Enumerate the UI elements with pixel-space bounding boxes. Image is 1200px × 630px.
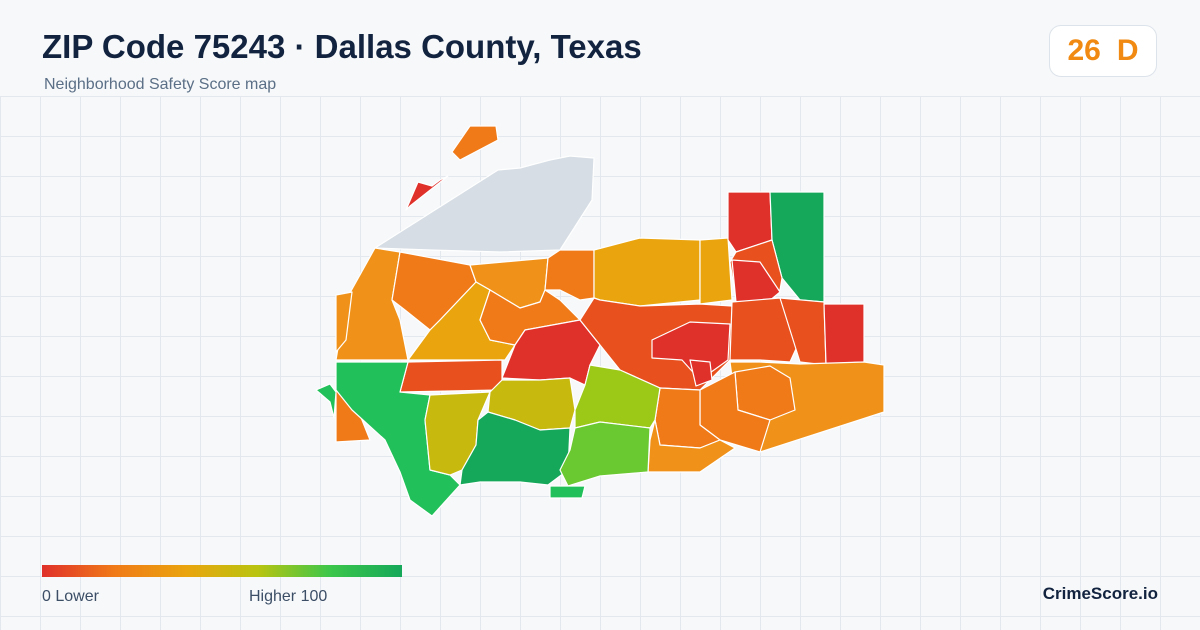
safety-score-grade: D	[1116, 34, 1139, 67]
brand-logo-text: CrimeScore.io	[1042, 584, 1158, 603]
map-region-no-data[interactable]	[374, 155, 595, 253]
map-region[interactable]	[459, 411, 571, 486]
map-region[interactable]	[823, 303, 865, 365]
legend-color-scale	[42, 565, 402, 577]
map-region[interactable]	[549, 485, 586, 499]
map-region[interactable]	[315, 383, 337, 419]
legend-min-label: 0 Lower	[42, 588, 99, 605]
safety-score-value: 26	[1067, 34, 1101, 67]
safety-score-badge: 26 D	[1049, 25, 1157, 77]
legend-max-label: Higher 100	[249, 588, 328, 605]
map-region[interactable]	[559, 421, 651, 487]
map-background-grid	[0, 96, 1200, 630]
map-region[interactable]	[689, 359, 713, 387]
page-title: ZIP Code 75243 · Dallas County, Texas	[42, 28, 642, 65]
map-region[interactable]	[451, 125, 499, 161]
map-region[interactable]	[544, 249, 595, 301]
map-region[interactable]	[593, 237, 701, 307]
map-region[interactable]	[405, 175, 449, 211]
map-region[interactable]	[731, 259, 781, 303]
page-subtitle: Neighborhood Safety Score map	[44, 76, 277, 93]
map-region[interactable]	[335, 291, 353, 353]
map-region[interactable]	[399, 359, 503, 393]
map-region[interactable]	[699, 237, 733, 305]
